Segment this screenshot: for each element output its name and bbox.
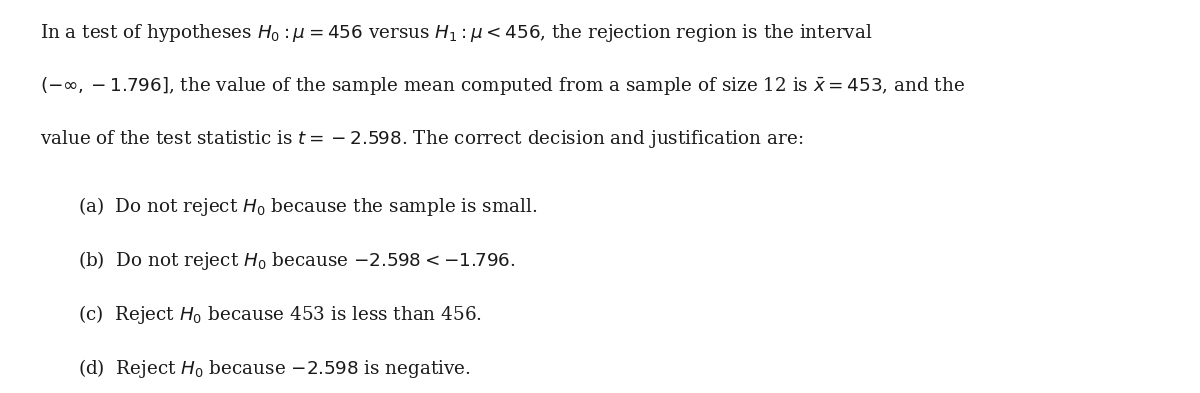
Text: value of the test statistic is $t = -2.598$. The correct decision and justificat: value of the test statistic is $t = -2.5…: [40, 128, 803, 150]
Text: (b)  Do not reject $H_0$ because $-2.598 < -1.796$.: (b) Do not reject $H_0$ because $-2.598 …: [78, 249, 516, 272]
Text: $(-\infty, -1.796]$, the value of the sample mean computed from a sample of size: $(-\infty, -1.796]$, the value of the sa…: [40, 75, 965, 97]
Text: In a test of hypotheses $H_0 : \mu = 456$ versus $H_1 : \mu < 456$, the rejectio: In a test of hypotheses $H_0 : \mu = 456…: [40, 22, 872, 44]
Text: (a)  Do not reject $H_0$ because the sample is small.: (a) Do not reject $H_0$ because the samp…: [78, 195, 538, 218]
Text: (c)  Reject $H_0$ because 453 is less than 456.: (c) Reject $H_0$ because 453 is less tha…: [78, 303, 482, 326]
Text: (d)  Reject $H_0$ because $-2.598$ is negative.: (d) Reject $H_0$ because $-2.598$ is neg…: [78, 357, 470, 380]
